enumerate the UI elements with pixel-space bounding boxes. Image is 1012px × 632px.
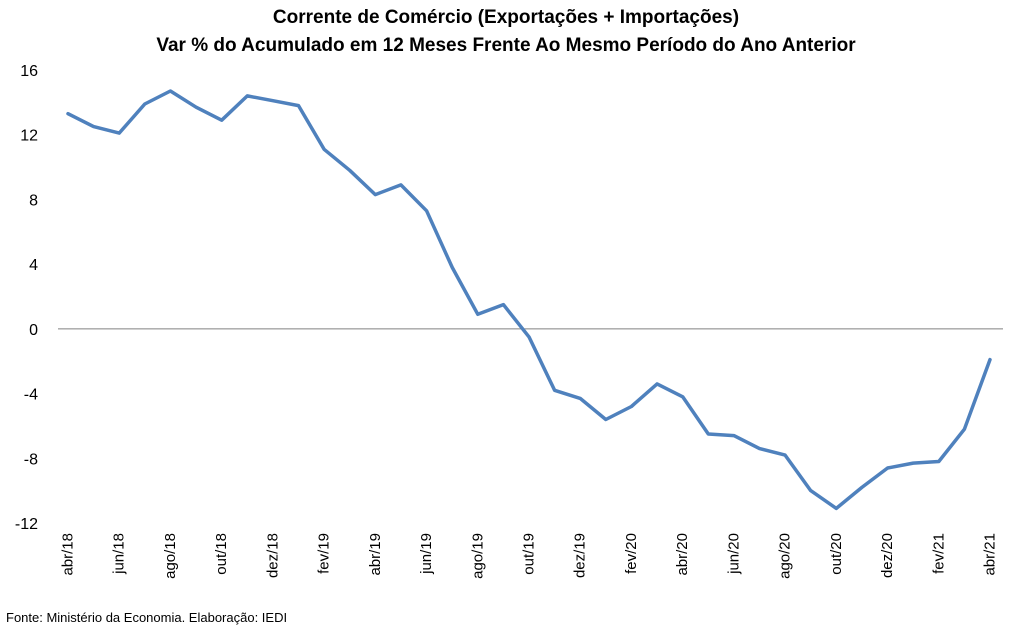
x-tick-label: fev/20 xyxy=(623,533,640,574)
y-tick-label: 0 xyxy=(29,322,38,339)
x-tick-label: abr/20 xyxy=(674,533,691,576)
data-points xyxy=(66,89,992,510)
x-tick-label: out/20 xyxy=(828,533,845,575)
y-axis-ticks: 16 12 8 4 0 -4 -8 -12 xyxy=(15,63,38,533)
x-tick-label: dez/18 xyxy=(264,533,281,578)
x-tick-label: ago/18 xyxy=(162,533,179,579)
y-tick-label: -4 xyxy=(24,387,38,404)
chart-title: Corrente de Comércio (Exportações + Impo… xyxy=(272,7,740,28)
x-tick-label: abr/18 xyxy=(60,533,77,576)
y-tick-label: -12 xyxy=(15,516,38,533)
x-tick-label: dez/20 xyxy=(879,533,896,578)
x-tick-label: out/18 xyxy=(213,533,230,575)
x-tick-label: jun/18 xyxy=(111,533,128,575)
x-tick-label: ago/20 xyxy=(777,533,794,579)
x-tick-label: fev/19 xyxy=(316,533,333,574)
x-tick-label: out/19 xyxy=(521,533,538,575)
chart-subtitle: Var % do Acumulado em 12 Meses Frente Ao… xyxy=(156,35,856,56)
y-tick-label: 4 xyxy=(29,257,38,274)
y-tick-label: 12 xyxy=(20,128,38,145)
x-axis-ticks: abr/18 jun/18 ago/18 out/18 dez/18 fev/19 abr/… xyxy=(60,533,999,579)
x-tick-label: ago/19 xyxy=(469,533,486,579)
series-line xyxy=(66,89,992,511)
x-tick-label: abr/21 xyxy=(982,533,999,576)
x-tick-label: jun/19 xyxy=(418,533,435,575)
x-tick-label: dez/19 xyxy=(572,533,589,578)
x-tick-label: jun/20 xyxy=(725,533,742,575)
x-tick-label: fev/21 xyxy=(930,533,947,574)
y-tick-label: -8 xyxy=(24,451,38,468)
source-note: Fonte: Ministério da Economia. Elaboraçã… xyxy=(6,610,288,625)
y-tick-label: 16 xyxy=(20,63,38,80)
x-tick-label: abr/19 xyxy=(367,533,384,576)
y-tick-label: 8 xyxy=(29,192,38,209)
